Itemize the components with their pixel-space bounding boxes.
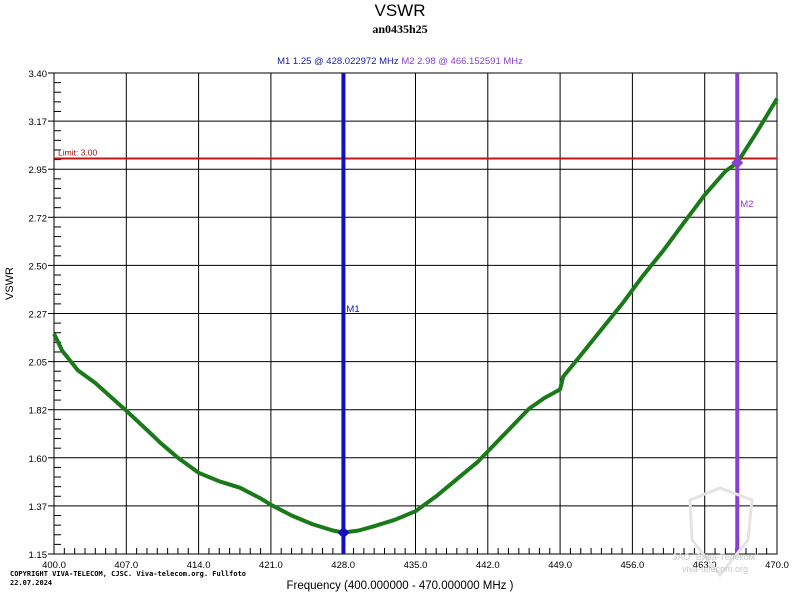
- y-tick-label: 3.40: [29, 69, 48, 80]
- x-tick-label: 400.0: [42, 560, 66, 571]
- y-tick-label: 1.37: [29, 502, 48, 513]
- watermark-url: viva-telecom.org: [682, 564, 749, 574]
- x-tick-label: 456.0: [621, 560, 645, 571]
- x-tick-label: 449.0: [548, 560, 572, 571]
- x-tick-label: 463.0: [693, 560, 717, 571]
- marker1-readout: M1 1.25 @ 428.022972 MHz: [277, 56, 399, 67]
- watermark-company: ЗАО "Вива-Телеком": [672, 552, 759, 562]
- y-axis-label: VSWR: [4, 267, 16, 300]
- marker-label-m2: M2: [740, 199, 753, 210]
- x-tick-label: 407.0: [114, 560, 138, 571]
- y-tick-label: 2.05: [29, 358, 48, 369]
- copyright-line: COPYRIGHT VIVA-TELECOM, CJSC. Viva-telec…: [10, 570, 247, 578]
- marker2-readout: M2 2.98 @ 466.152591 MHz: [401, 56, 523, 67]
- limit-label: Limit: 3.00: [58, 148, 97, 158]
- x-tick-label: 414.0: [187, 560, 211, 571]
- y-tick-label: 2.95: [29, 165, 48, 176]
- marker-diamond-m2: [731, 156, 744, 169]
- y-tick-label: 1.60: [29, 454, 48, 465]
- y-tick-label: 3.17: [29, 117, 48, 128]
- watermark-shield-icon: [688, 486, 754, 578]
- chart-subtitle: an0435h25: [372, 22, 428, 36]
- x-axis-label: Frequency (400.000000 - 470.000000 MHz ): [286, 580, 514, 592]
- chart-title: VSWR: [374, 1, 426, 20]
- watermark: ЗАО "Вива-Телеком" viva-telecom.org: [672, 551, 758, 575]
- marker-diamond-m1: [337, 526, 350, 539]
- copyright-notice: COPYRIGHT VIVA-TELECOM, CJSC. Viva-telec…: [10, 570, 246, 588]
- y-tick-label: 1.82: [29, 406, 48, 417]
- y-tick-label: 1.15: [29, 550, 48, 561]
- y-tick-label: 2.50: [29, 261, 48, 272]
- x-tick-label: 421.0: [259, 560, 283, 571]
- marker-readout: M1 1.25 @ 428.022972 MHz M2 2.98 @ 466.1…: [0, 56, 800, 67]
- vswr-trace: [52, 97, 779, 535]
- y-tick-label: 2.72: [29, 213, 48, 224]
- y-tick-label: 2.27: [29, 310, 48, 321]
- copyright-date: 22.07.2024: [10, 579, 53, 587]
- x-tick-label: 442.0: [476, 560, 500, 571]
- x-tick-label: 470.0: [765, 560, 789, 571]
- marker-label-m1: M1: [346, 304, 359, 315]
- x-tick-label: 435.0: [404, 560, 428, 571]
- x-tick-label: 428.0: [331, 560, 355, 571]
